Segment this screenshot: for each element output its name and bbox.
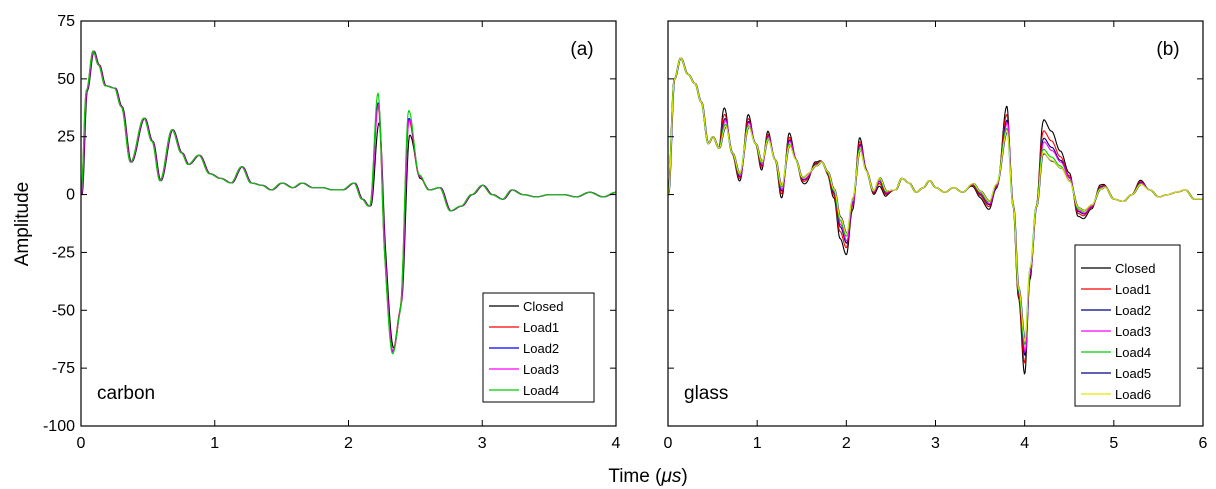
x-axis-label-suffix: ) [681,466,687,487]
panel-b-material-label: glass [684,383,728,404]
x-tick-label: 0 [664,435,673,452]
x-tick-label: 1 [210,435,219,452]
x-tick-label: 2 [842,435,851,452]
panel-a-tag: (a) [570,39,593,60]
series-line-load6 [668,57,1203,342]
legend-label: Load1 [1115,282,1151,297]
series-line-load4 [81,50,616,355]
x-tick-label: 3 [478,435,487,452]
x-axis-label-unit: μs [660,466,681,487]
panel-a-ticks: 0 1 2 3 4 75 50 25 0 -25 -50 -75 -100 [43,13,621,452]
x-axis-label: Time (μs) [608,466,687,487]
x-axis-label-prefix: Time ( [608,466,662,487]
legend-label: Load2 [523,341,559,356]
y-tick-label: -75 [52,360,75,377]
legend-label: Load5 [1115,366,1151,381]
panel-b-ticks: 0 1 2 3 4 5 6 [664,20,1208,452]
x-tick-label: 6 [1199,435,1208,452]
y-tick-label: 75 [57,13,75,30]
panel-b-chart: 0 1 2 3 4 5 6 (b) glass Closed Load1 Load2 Load3 L… [664,20,1208,452]
panel-a-material-label: carbon [97,383,155,404]
legend-label: Closed [523,299,563,314]
panel-b-legend: Closed Load1 Load2 Load3 Load4 Load5 Load6 [1074,244,1181,407]
legend-label: Load2 [1115,303,1151,318]
x-tick-label: 1 [753,435,762,452]
legend-label: Load6 [1115,387,1151,402]
x-tick-label: 0 [77,435,86,452]
x-tick-label: 3 [931,435,940,452]
panel-a-chart: 0 1 2 3 4 75 50 25 0 -25 -50 -75 -100 (a) carbon Amp… [12,13,621,452]
legend-label: Closed [1115,261,1155,276]
x-tick-label: 2 [344,435,353,452]
panel-a-series-lines [81,50,616,355]
x-tick-label: 4 [612,435,621,452]
legend-label: Load4 [523,383,559,398]
y-axis-label: Amplitude [12,182,33,267]
y-tick-label: 25 [57,129,75,146]
y-tick-label: 50 [57,71,75,88]
y-tick-label: -100 [43,418,75,435]
y-tick-label: -50 [52,302,75,319]
legend-label: Load3 [1115,324,1151,339]
panel-b-series-lines [668,57,1203,375]
panel-b-legend-box [1074,244,1181,407]
x-tick-label: 5 [1109,435,1118,452]
panel-a-legend: Closed Load1 Load2 Load3 Load4 [482,292,595,403]
legend-label: Load4 [1115,345,1151,360]
legend-label: Load3 [523,362,559,377]
legend-label: Load1 [523,320,559,335]
x-tick-label: 4 [1020,435,1029,452]
y-tick-label: -25 [52,244,75,261]
y-tick-label: 0 [66,187,75,204]
panel-b-tag: (b) [1156,39,1179,60]
